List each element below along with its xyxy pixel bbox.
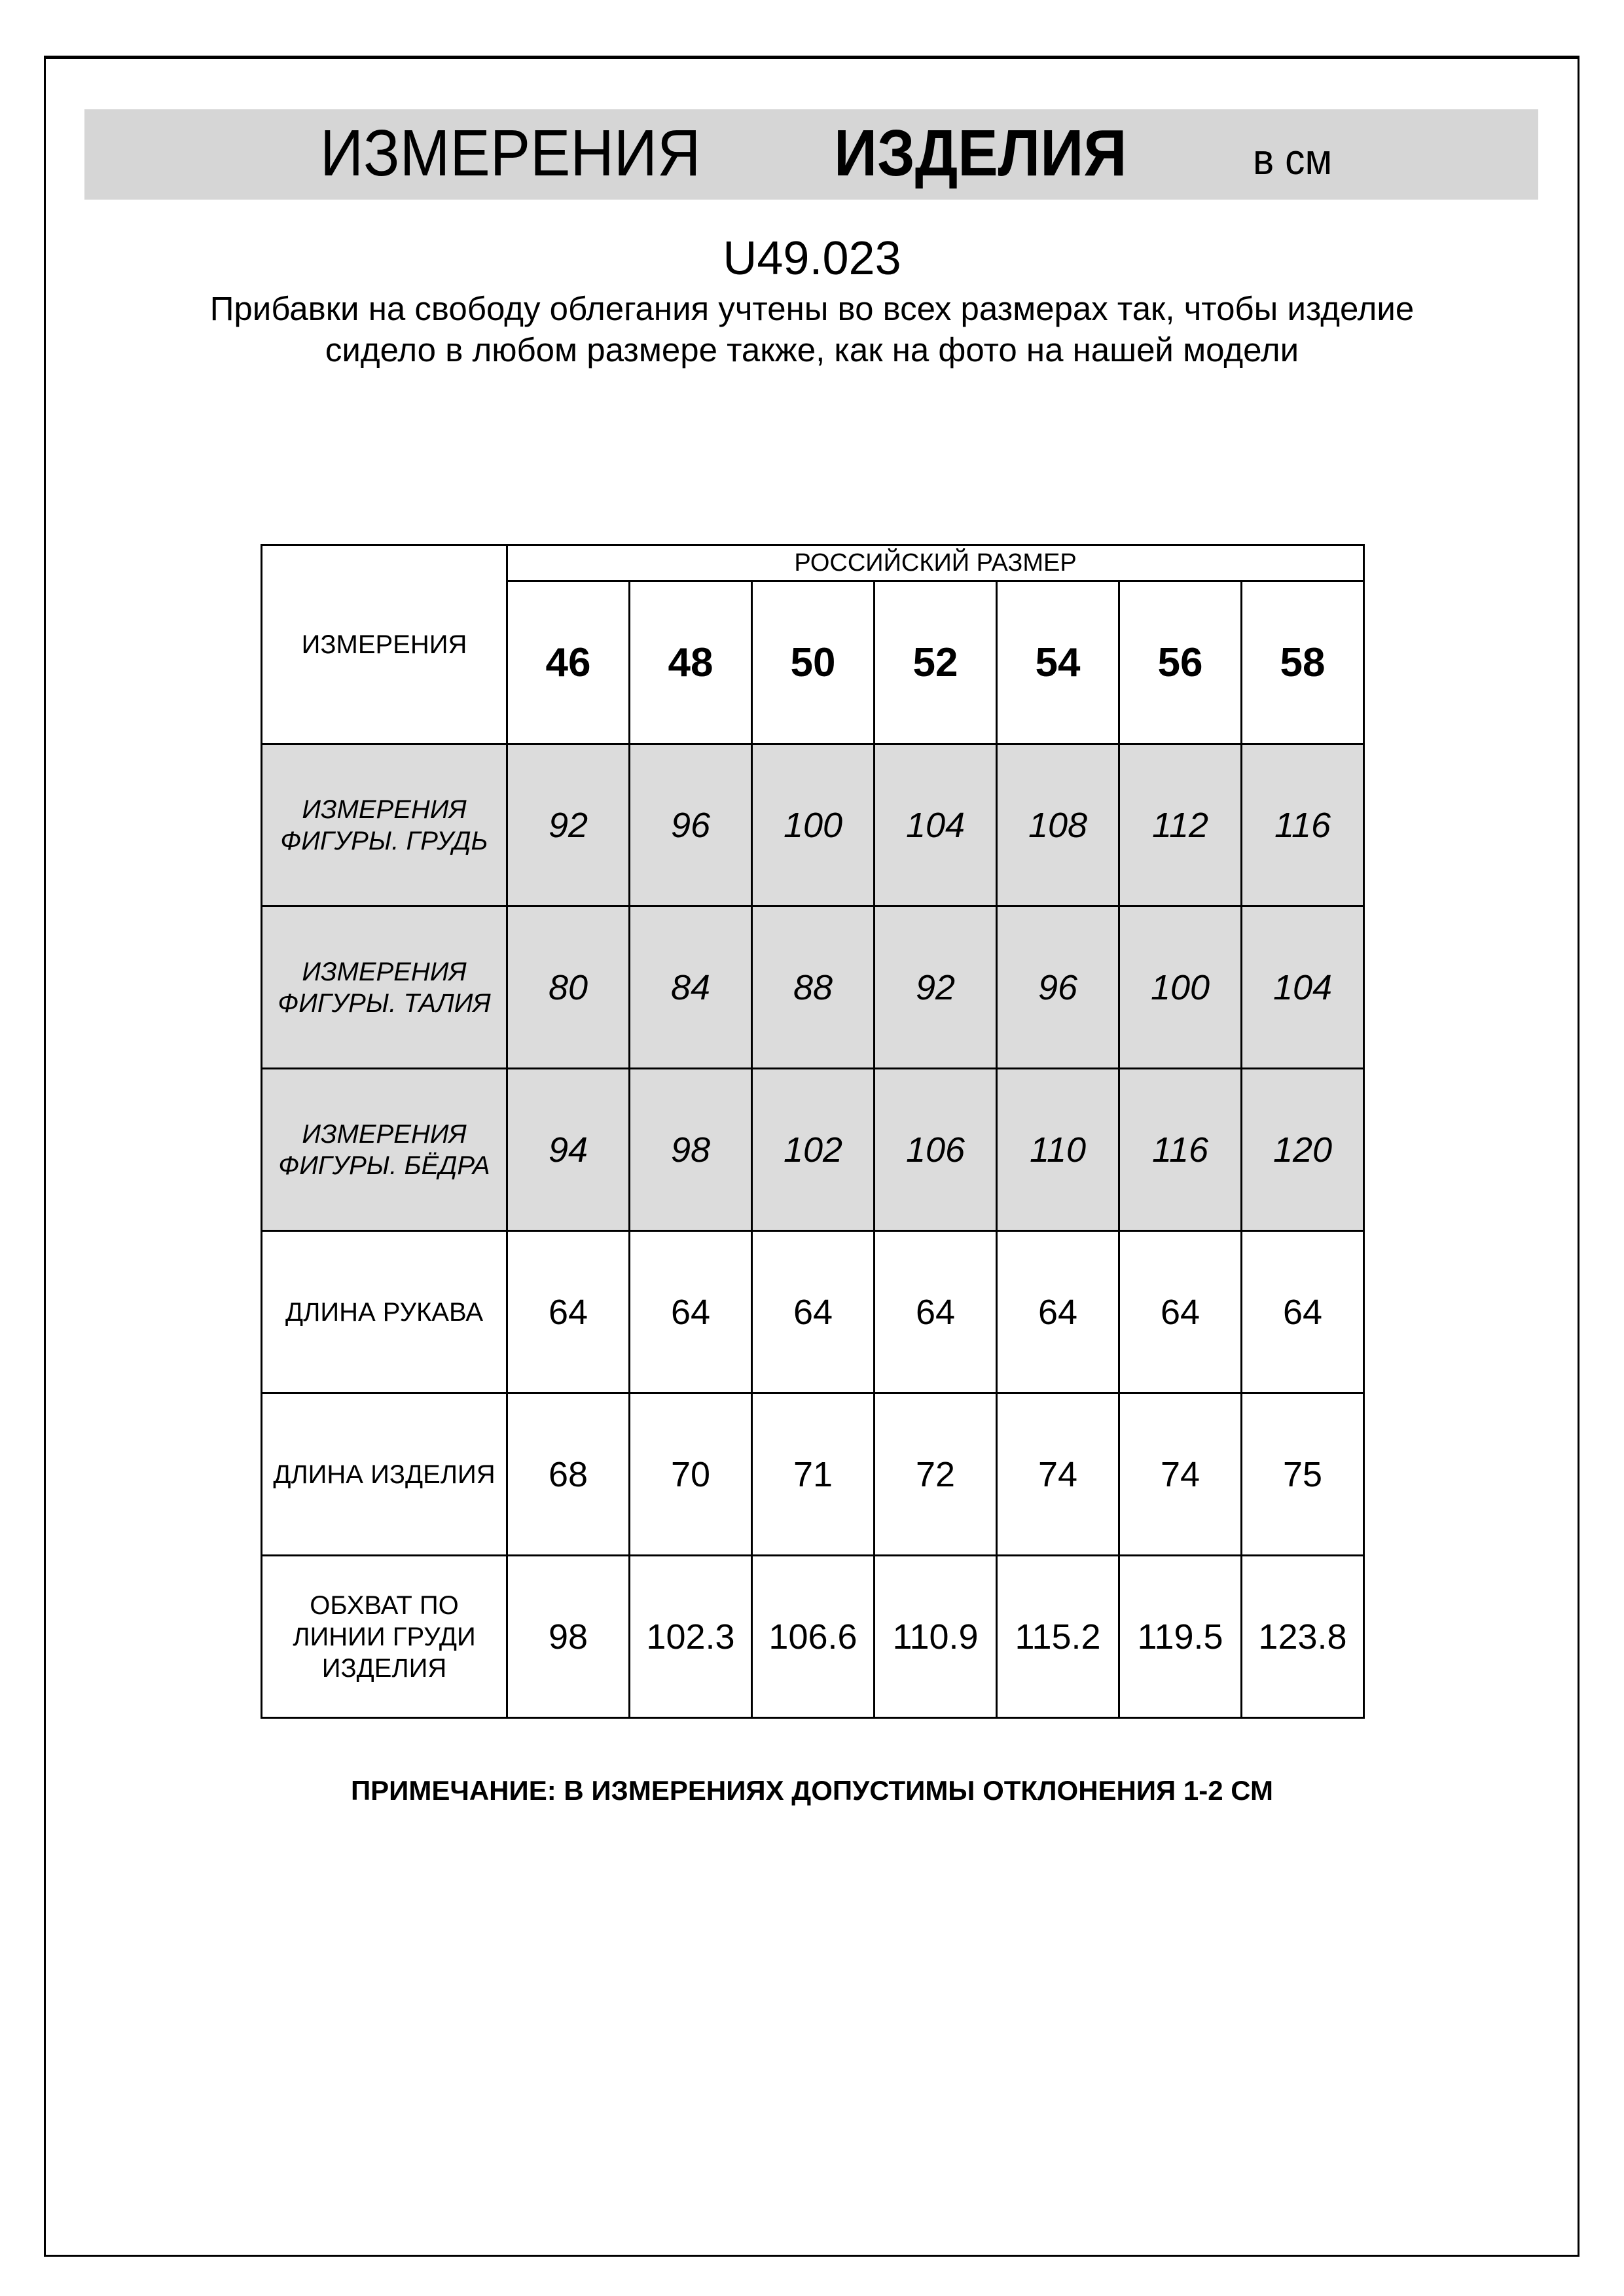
table-cell: 102 xyxy=(751,1067,875,1232)
size-table: ИЗМЕРЕНИЯ РОССИЙСКИЙ РАЗМЕР 46 48 50 52 54 56… xyxy=(261,544,1365,1719)
title-part1: ИЗМЕРЕНИЯ xyxy=(320,117,701,190)
table-cell: 106 xyxy=(873,1067,998,1232)
table-row: ДЛИНА РУКАВА 64 64 64 64 64 64 64 xyxy=(261,1230,1365,1394)
size-header: 56 xyxy=(1118,580,1242,745)
table-cell: 72 xyxy=(873,1392,998,1556)
row-label: ДЛИНА РУКАВА xyxy=(261,1230,508,1394)
table-cell: 102.3 xyxy=(628,1554,753,1719)
table-cell: 94 xyxy=(506,1067,630,1232)
table-cell: 110.9 xyxy=(873,1554,998,1719)
table-cell: 104 xyxy=(873,743,998,907)
table-cell: 116 xyxy=(1118,1067,1242,1232)
size-header: 52 xyxy=(873,580,998,745)
table-cell: 71 xyxy=(751,1392,875,1556)
table-cell: 74 xyxy=(996,1392,1120,1556)
footnote: ПРИМЕЧАНИЕ: В ИЗМЕРЕНИЯХ ДОПУСТИМЫ ОТКЛО… xyxy=(350,1775,1274,1806)
title-part2: ИЗДЕЛИЯ xyxy=(834,117,1127,190)
table-cell: 64 xyxy=(873,1230,998,1394)
table-cell: 96 xyxy=(628,743,753,907)
table-cell: 64 xyxy=(1240,1230,1365,1394)
article-code: U49.023 xyxy=(723,232,901,285)
table-cell: 100 xyxy=(1118,905,1242,1069)
table-row: ДЛИНА ИЗДЕЛИЯ 68 70 71 72 74 74 75 xyxy=(261,1392,1365,1556)
table-cell: 104 xyxy=(1240,905,1365,1069)
row-label: ОБХВАТ ПО ЛИНИИ ГРУДИ ИЗДЕЛИЯ xyxy=(261,1554,508,1719)
size-header: 58 xyxy=(1240,580,1365,745)
corner-label: ИЗМЕРЕНИЯ xyxy=(261,544,508,745)
table-row: ИЗМЕРЕНИЯ ФИГУРЫ. ТАЛИЯ 80 84 88 92 96 100 104 xyxy=(261,905,1365,1069)
size-header: 46 xyxy=(506,580,630,745)
table-cell: 96 xyxy=(996,905,1120,1069)
table-cell: 98 xyxy=(506,1554,630,1719)
table-cell: 106.6 xyxy=(751,1554,875,1719)
table-cell: 80 xyxy=(506,905,630,1069)
row-label: ДЛИНА ИЗДЕЛИЯ xyxy=(261,1392,508,1556)
table-cell: 92 xyxy=(873,905,998,1069)
size-header: 50 xyxy=(751,580,875,745)
title-band: ИЗМЕРЕНИЯ ИЗДЕЛИЯ в см xyxy=(84,109,1538,200)
table-cell: 70 xyxy=(628,1392,753,1556)
title-unit: в см xyxy=(1253,135,1333,183)
table-cell: 119.5 xyxy=(1118,1554,1242,1719)
table-cell: 123.8 xyxy=(1240,1554,1365,1719)
table-cell: 64 xyxy=(1118,1230,1242,1394)
group-header: РОССИЙСКИЙ РАЗМЕР xyxy=(506,544,1365,582)
table-cell: 64 xyxy=(628,1230,753,1394)
row-label: ИЗМЕРЕНИЯ ФИГУРЫ. БЁДРА xyxy=(261,1067,508,1232)
table-cell: 74 xyxy=(1118,1392,1242,1556)
description: Прибавки на свободу облегания учтены во … xyxy=(209,290,1415,368)
table-cell: 108 xyxy=(996,743,1120,907)
row-label: ИЗМЕРЕНИЯ ФИГУРЫ. ГРУДЬ xyxy=(261,743,508,907)
table-cell: 75 xyxy=(1240,1392,1365,1556)
row-label: ИЗМЕРЕНИЯ ФИГУРЫ. ТАЛИЯ xyxy=(261,905,508,1069)
table-cell: 98 xyxy=(628,1067,753,1232)
table-cell: 110 xyxy=(996,1067,1120,1232)
table-cell: 88 xyxy=(751,905,875,1069)
table-cell: 84 xyxy=(628,905,753,1069)
table-cell: 116 xyxy=(1240,743,1365,907)
table-cell: 92 xyxy=(506,743,630,907)
page-frame xyxy=(44,56,1579,2257)
size-header: 54 xyxy=(996,580,1120,745)
table-row: ОБХВАТ ПО ЛИНИИ ГРУДИ ИЗДЕЛИЯ 98 102.3 106.… xyxy=(261,1554,1365,1719)
table-cell: 115.2 xyxy=(996,1554,1120,1719)
table-cell: 64 xyxy=(996,1230,1120,1394)
table-cell: 112 xyxy=(1118,743,1242,907)
table-cell: 100 xyxy=(751,743,875,907)
table-row: ИЗМЕРЕНИЯ ФИГУРЫ. БЁДРА 94 98 102 106 110 116 1… xyxy=(261,1067,1365,1232)
table-cell: 68 xyxy=(506,1392,630,1556)
table-cell: 64 xyxy=(751,1230,875,1394)
table-cell: 64 xyxy=(506,1230,630,1394)
table-row: ИЗМЕРЕНИЯ ФИГУРЫ. ГРУДЬ 92 96 100 104 108 112 1… xyxy=(261,743,1365,907)
size-header: 48 xyxy=(628,580,753,745)
table-cell: 120 xyxy=(1240,1067,1365,1232)
